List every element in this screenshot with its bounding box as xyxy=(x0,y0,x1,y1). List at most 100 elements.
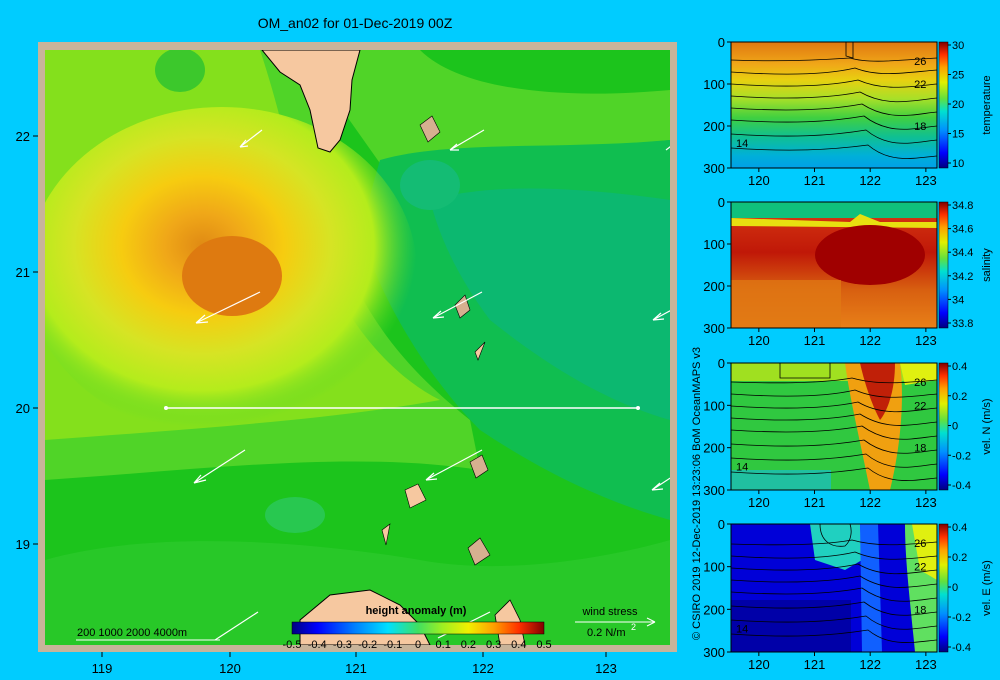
contour-line xyxy=(731,377,937,384)
section-y-tick-label: 300 xyxy=(703,161,725,176)
east-lower-region xyxy=(430,188,670,420)
vel-north-jet-core xyxy=(860,363,895,420)
contour-label: 26 xyxy=(914,56,926,68)
map-y-tick-label: 21 xyxy=(16,265,30,280)
island xyxy=(404,483,427,509)
island xyxy=(467,537,491,566)
section-colorbar-label: temperature xyxy=(981,75,993,134)
section-y-tick-label: 200 xyxy=(703,279,725,294)
map-y-tick-label: 19 xyxy=(16,537,30,552)
map-y-tick-label: 20 xyxy=(16,401,30,416)
salinity-halocline xyxy=(731,214,937,228)
section-x-tick-label: 121 xyxy=(804,495,826,510)
map-x-tick-label: 122 xyxy=(472,661,494,676)
contour-label: 14 xyxy=(736,138,748,150)
wind-stress-unit: 0.2 N/m xyxy=(587,627,626,639)
section-colorbar-tick-label: 10 xyxy=(952,158,964,170)
wind-arrow xyxy=(193,449,246,484)
section-colorbar-tick-label: 34.4 xyxy=(952,247,973,259)
colorbar-tick-label: 0.5 xyxy=(536,639,551,651)
contour-label: 22 xyxy=(914,400,926,412)
east-pocket xyxy=(400,160,460,210)
island xyxy=(381,523,391,546)
section-panel-axes: 120 121 122 123 0 100 200 300 30 25 20 15 10 temperat… xyxy=(703,35,993,672)
contour-line xyxy=(731,615,937,630)
section-colorbar-tick-label: 34 xyxy=(952,294,964,306)
temperature-contours xyxy=(731,42,937,159)
map-x-tick-label: 120 xyxy=(219,661,241,676)
contour-line xyxy=(731,587,937,602)
contour-label: 18 xyxy=(914,604,926,616)
contour-line xyxy=(731,439,937,454)
section-colorbar-tick-label: 0 xyxy=(952,421,958,433)
salinity-structure xyxy=(731,202,937,328)
island xyxy=(469,454,489,479)
contour-label: 18 xyxy=(914,121,926,133)
section-y-tick-label: 0 xyxy=(718,517,725,532)
contour-line xyxy=(845,42,854,59)
section-y-tick-label: 0 xyxy=(718,195,725,210)
colorbar-label: height anomaly (m) xyxy=(366,605,467,617)
credit-text: © CSIRO 2019 12-Dec-2019 13:23:06 BoM Oc… xyxy=(691,347,703,640)
wind-arrow xyxy=(214,611,259,641)
temperature-field xyxy=(731,42,937,168)
contour-line xyxy=(731,57,937,62)
section-x-tick-label: 120 xyxy=(748,333,770,348)
colorbar-ticks: -0.5 -0.4 -0.3 -0.2 -0.1 0 0.1 0.2 0.3 0.4 0.5 xyxy=(283,639,552,651)
contour-line xyxy=(731,115,937,130)
salinity-deep-west xyxy=(731,280,841,328)
contour-line xyxy=(731,575,937,588)
section-colorbar xyxy=(938,362,949,491)
south-pocket xyxy=(265,497,325,533)
island xyxy=(419,115,441,143)
contour-line xyxy=(819,524,852,547)
wind-arrow xyxy=(449,129,485,151)
section-y-tick-label: 200 xyxy=(703,441,725,456)
transect-start xyxy=(164,406,168,410)
section-colorbar-tick-label: 25 xyxy=(952,70,964,82)
section-colorbar-tick-label: 0.2 xyxy=(952,391,967,403)
colorbar-tick-label: -0.3 xyxy=(333,639,352,651)
colorbar-tick-label: -0.5 xyxy=(283,639,302,651)
wind-arrow xyxy=(651,477,670,491)
colorbar-tick-label: 0.1 xyxy=(436,639,451,651)
section-colorbar xyxy=(938,523,949,653)
section-x-tick-label: 122 xyxy=(859,173,881,188)
section-colorbar-label: vel. E (m/s) xyxy=(981,560,993,616)
salinity-surface-layer xyxy=(731,202,937,218)
section-colorbar xyxy=(938,41,949,169)
section-x-tick-label: 121 xyxy=(804,657,826,672)
colorbar-tick-label: 0 xyxy=(415,639,421,651)
section-colorbar-label: salinity xyxy=(981,248,993,282)
section-colorbar xyxy=(938,201,949,329)
section-colorbar-tick-label: -0.2 xyxy=(952,612,971,624)
section-y-tick-label: 300 xyxy=(703,321,725,336)
section-x-tick-label: 121 xyxy=(804,333,826,348)
section-y-tick-label: 100 xyxy=(703,398,725,413)
contour-line xyxy=(731,91,937,103)
colorbar-tick-label: -0.1 xyxy=(383,639,402,651)
map-x-tick-label: 119 xyxy=(92,661,113,676)
vel-east-structure xyxy=(731,524,937,652)
contour-line xyxy=(731,629,937,643)
vel-north-field xyxy=(731,363,937,490)
vel-north-structure xyxy=(731,363,937,490)
vel-east-panel xyxy=(731,524,937,652)
section-colorbar-tick-label: 33.8 xyxy=(952,318,973,330)
wind-arrow xyxy=(425,449,483,481)
colorbar-tick-label: 0.2 xyxy=(461,639,476,651)
section-x-tick-label: 122 xyxy=(859,495,881,510)
section-y-tick-label: 100 xyxy=(703,560,725,575)
contour-label: 22 xyxy=(914,562,926,574)
contour-line xyxy=(731,551,937,560)
section-x-tick-label: 122 xyxy=(859,333,881,348)
contour-line xyxy=(731,425,937,440)
contour-line xyxy=(731,129,937,144)
contour-line xyxy=(731,563,937,575)
vel-north-deep xyxy=(731,470,831,490)
section-frame xyxy=(730,41,938,169)
contour-line xyxy=(731,467,937,481)
section-x-tick-label: 123 xyxy=(915,495,937,510)
wind-stress-arrowhead xyxy=(646,617,656,627)
contour-line xyxy=(731,453,937,468)
